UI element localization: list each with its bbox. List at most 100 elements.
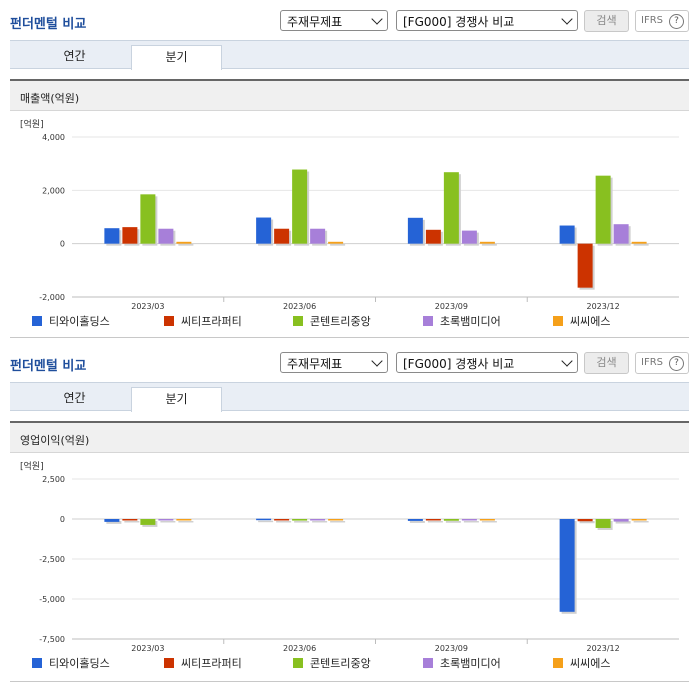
bar xyxy=(461,230,477,244)
bar-shadow xyxy=(481,521,497,523)
legend-swatch xyxy=(553,316,563,326)
bar xyxy=(310,228,326,244)
bar xyxy=(425,519,441,521)
bar xyxy=(104,519,120,522)
tab-quarterly[interactable]: 분기 xyxy=(131,387,222,412)
section-title: 매출액(억원) xyxy=(10,79,689,111)
tab-annual[interactable]: 연간 xyxy=(63,391,86,405)
bar xyxy=(407,519,423,521)
bar-shadow xyxy=(178,243,194,246)
bar xyxy=(613,224,629,244)
x-tick-label: 2023/06 xyxy=(283,302,316,311)
y-tick-label: 2,500 xyxy=(42,475,65,484)
chevron-down-icon xyxy=(561,355,573,367)
section-title: 영업이익(억원) xyxy=(10,421,689,453)
bar xyxy=(479,519,495,521)
bar xyxy=(613,519,629,522)
bar-shadow xyxy=(633,243,649,246)
search-button[interactable]: 검색 xyxy=(584,10,629,32)
search-button[interactable]: 검색 xyxy=(584,352,629,374)
statement-type-value: 주재무제표 xyxy=(287,15,343,29)
legend-label: 씨씨에스 xyxy=(570,315,610,328)
bar-shadow xyxy=(427,521,443,523)
legend-label: 콘텐트리중앙 xyxy=(310,315,371,328)
ifrs-help-button[interactable]: IFRS ? xyxy=(635,352,689,374)
bar xyxy=(122,227,138,244)
legend-label: 초록뱀미디어 xyxy=(440,315,501,328)
panel-header: 펀더멘털 비교 주재무제표 [FG000] 경쟁사 비교 검색 IFRS ? xyxy=(0,0,696,34)
bar-shadow xyxy=(330,243,346,246)
bar xyxy=(176,241,192,244)
bar xyxy=(631,519,647,521)
peer-group-select[interactable]: [FG000] 경쟁사 비교 xyxy=(396,352,578,373)
bar xyxy=(595,175,611,244)
bar xyxy=(122,519,138,521)
legend-swatch xyxy=(32,658,42,668)
peer-group-select[interactable]: [FG000] 경쟁사 비교 xyxy=(396,10,578,31)
y-tick-label: 0 xyxy=(60,240,65,249)
ifrs-help-button[interactable]: IFRS ? xyxy=(635,10,689,32)
bar xyxy=(443,172,459,244)
legend-swatch xyxy=(553,658,563,668)
bar xyxy=(140,194,156,244)
y-tick-label: 2,000 xyxy=(42,186,65,195)
legend-label: 씨티프라퍼티 xyxy=(181,315,242,328)
chevron-down-icon xyxy=(371,13,383,25)
y-unit-label: [억원] xyxy=(20,460,44,472)
tab-annual[interactable]: 연간 xyxy=(63,49,86,63)
peer-group-value: [FG000] 경쟁사 비교 xyxy=(403,357,515,371)
bar xyxy=(274,228,290,244)
ifrs-label: IFRS xyxy=(641,15,663,26)
bar-shadow xyxy=(312,521,328,523)
bar xyxy=(479,241,495,244)
legend-swatch xyxy=(293,316,303,326)
chevron-down-icon xyxy=(561,13,573,25)
bar xyxy=(310,519,326,521)
bar xyxy=(292,519,308,521)
statement-type-value: 주재무제표 xyxy=(287,357,343,371)
bar xyxy=(158,228,174,244)
legend-swatch xyxy=(164,658,174,668)
y-tick-label: 4,000 xyxy=(42,133,65,142)
bar xyxy=(443,519,459,521)
bar xyxy=(577,243,593,288)
bar xyxy=(595,519,611,528)
bar xyxy=(407,217,423,244)
bar xyxy=(328,519,344,521)
bar xyxy=(140,519,156,525)
bar-shadow xyxy=(178,521,194,523)
bar xyxy=(425,229,441,244)
bar xyxy=(559,225,575,244)
y-tick-label: -5,000 xyxy=(39,595,65,604)
operating-profit-chart: [억원] -7,500 -5,000 -2,500 0 2,500 2023/03 2023/… xyxy=(10,453,689,679)
bar-shadow xyxy=(409,521,425,523)
fundamental-panel-2: 펀더멘털 비교 주재무제표 [FG000] 경쟁사 비교 검색 IFRS ? 연… xyxy=(0,342,696,684)
help-icon: ? xyxy=(669,14,684,29)
panel-header: 펀더멘털 비교 주재무제표 [FG000] 경쟁사 비교 검색 IFRS ? xyxy=(0,342,696,376)
bar-shadow xyxy=(463,521,479,523)
bar xyxy=(292,169,308,244)
legend-swatch xyxy=(293,658,303,668)
operating-profit-chart-svg: [억원] -7,500 -5,000 -2,500 0 2,500 2023/03 2023/… xyxy=(20,460,679,670)
legend-label: 티와이홀딩스 xyxy=(49,657,110,670)
panel-divider xyxy=(10,337,689,338)
panel-divider xyxy=(10,681,689,682)
y-tick-label: -7,500 xyxy=(39,635,65,644)
bar-shadow xyxy=(106,521,122,524)
bar xyxy=(176,519,192,521)
bar xyxy=(631,241,647,244)
bar xyxy=(158,519,174,521)
x-tick-label: 2023/09 xyxy=(435,644,468,653)
bar xyxy=(104,228,120,244)
statement-type-select[interactable]: 주재무제표 xyxy=(280,352,388,373)
legend-swatch xyxy=(423,658,433,668)
tab-quarterly[interactable]: 분기 xyxy=(131,45,222,70)
bar xyxy=(256,217,272,244)
period-tabs: 연간 분기 xyxy=(10,40,689,70)
bar-shadow xyxy=(445,521,461,523)
fundamental-panel-1: 펀더멘털 비교 주재무제표 [FG000] 경쟁사 비교 검색 IFRS ? 연… xyxy=(0,0,696,340)
x-tick-label: 2023/03 xyxy=(131,302,164,311)
legend-label: 티와이홀딩스 xyxy=(49,315,110,328)
bar xyxy=(577,519,593,522)
statement-type-select[interactable]: 주재무제표 xyxy=(280,10,388,31)
